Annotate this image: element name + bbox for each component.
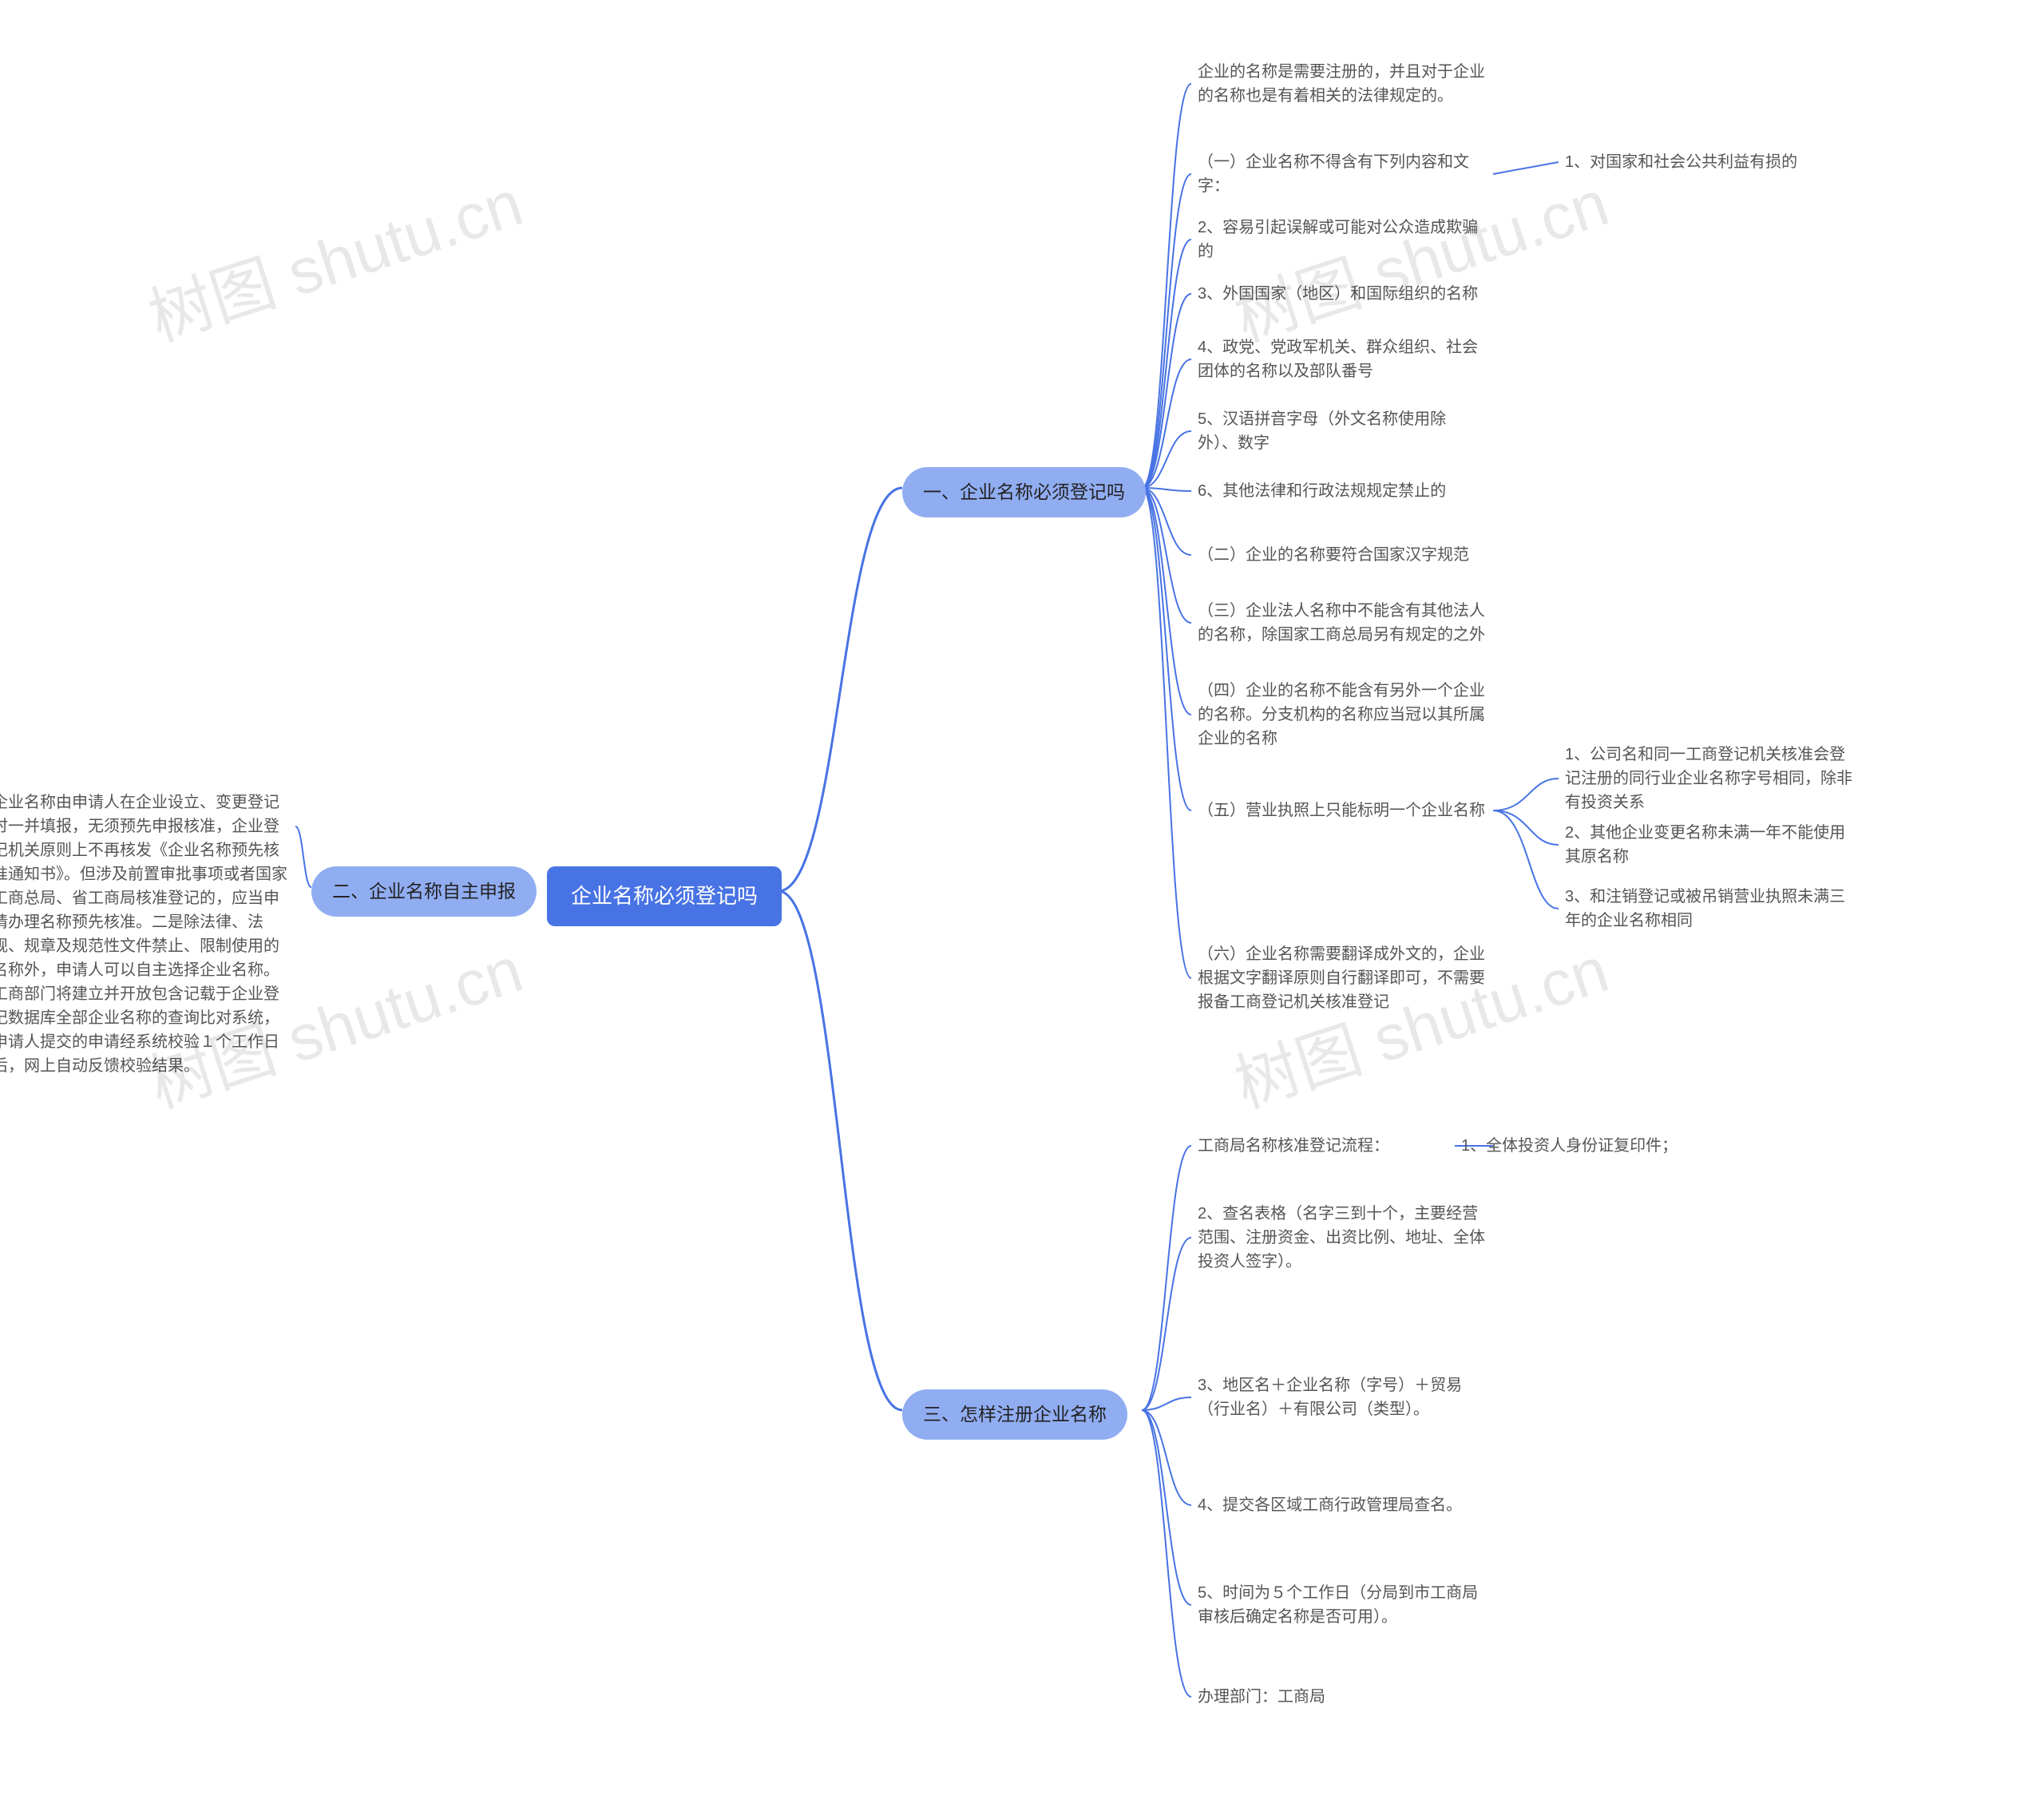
leaf-node: （四）企业的名称不能含有另外一个企业的名称。分支机构的名称应当冠以其所属企业的名…: [1198, 679, 1485, 751]
branch-node[interactable]: 三、怎样注册企业名称: [902, 1389, 1127, 1440]
leaf-node: 4、政党、党政军机关、群众组织、社会团体的名称以及部队番号: [1198, 335, 1485, 383]
sub-leaf-node: 3、和注销登记或被吊销营业执照未满三年的企业名称相同: [1565, 885, 1852, 933]
branch-node[interactable]: 二、企业名称自主申报: [311, 866, 537, 917]
leaf-node: 5、汉语拼音字母（外文名称使用除外）、数字: [1198, 407, 1485, 455]
leaf-node: 3、外国国家（地区）和国际组织的名称: [1198, 282, 1478, 306]
leaf-node: （一）企业名称不得含有下列内容和文字：: [1198, 150, 1485, 198]
leaf-node: 2、容易引起误解或可能对公众造成欺骗的: [1198, 216, 1485, 264]
sub-leaf-node: 1、公司名和同一工商登记机关核准会登记注册的同行业企业名称字号相同，除非有投资关…: [1565, 743, 1852, 814]
leaf-node: 3、地区名＋企业名称（字号）＋贸易（行业名）＋有限公司（类型）。: [1198, 1373, 1485, 1421]
leaf-node: 企业名称由申请人在企业设立、变更登记时一并填报，无须预先申报核准，企业登记机关原…: [0, 791, 287, 1078]
leaf-node: （六）企业名称需要翻译成外文的，企业根据文字翻译原则自行翻译即可，不需要报备工商…: [1198, 942, 1485, 1014]
leaf-node: 4、提交各区域工商行政管理局查名。: [1198, 1493, 1462, 1517]
sub-leaf-node: 2、其他企业变更名称未满一年不能使用其原名称: [1565, 821, 1852, 869]
leaf-node: 2、查名表格（名字三到十个，主要经营范围、注册资金、出资比例、地址、全体投资人签…: [1198, 1202, 1485, 1274]
leaf-node: （五）营业执照上只能标明一个企业名称: [1198, 798, 1485, 822]
leaf-node: 6、其他法律和行政法规规定禁止的: [1198, 479, 1446, 503]
leaf-node: 工商局名称核准登记流程：: [1198, 1134, 1389, 1158]
leaf-node: （三）企业法人名称中不能含有其他法人的名称，除国家工商总局另有规定的之外: [1198, 599, 1485, 647]
leaf-node: 办理部门：工商局: [1198, 1685, 1325, 1709]
leaf-node: 企业的名称是需要注册的，并且对于企业的名称也是有着相关的法律规定的。: [1198, 60, 1485, 108]
branch-node[interactable]: 一、企业名称必须登记吗: [902, 467, 1146, 517]
sub-leaf-node: 1、对国家和社会公共利益有损的: [1565, 150, 1797, 174]
leaf-node: 5、时间为５个工作日（分局到市工商局审核后确定名称是否可用）。: [1198, 1581, 1485, 1629]
root-node[interactable]: 企业名称必须登记吗: [547, 866, 782, 926]
leaf-node: （二）企业的名称要符合国家汉字规范: [1198, 543, 1469, 567]
sub-leaf-node: 1、全体投资人身份证复印件；: [1461, 1134, 1678, 1158]
